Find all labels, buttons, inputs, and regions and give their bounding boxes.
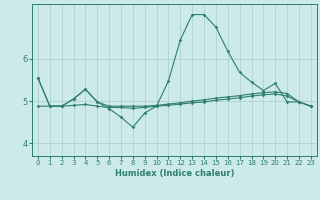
X-axis label: Humidex (Indice chaleur): Humidex (Indice chaleur) [115,169,234,178]
